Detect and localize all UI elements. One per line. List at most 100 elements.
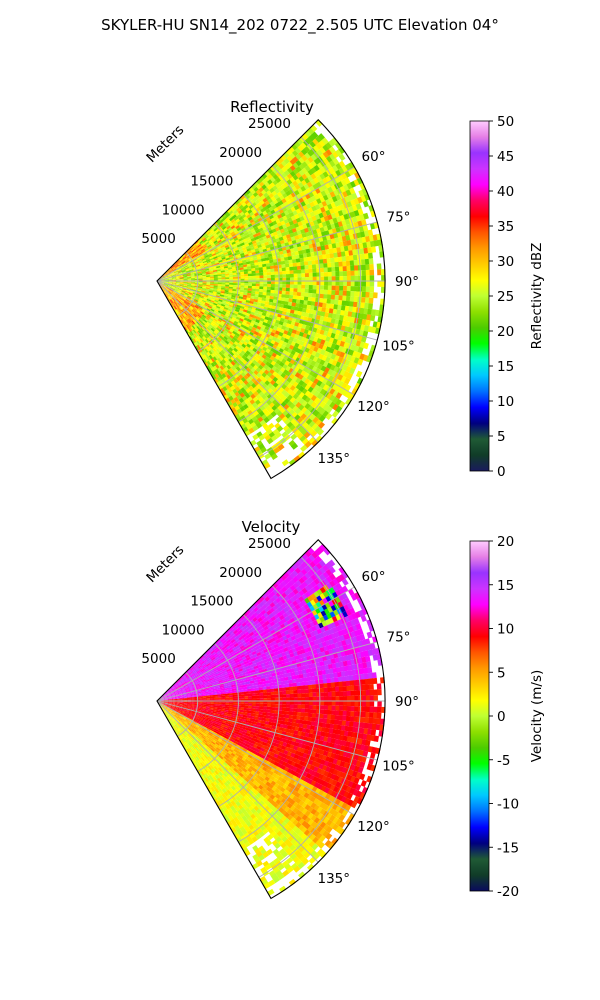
heatmap-cell xyxy=(297,269,302,274)
heatmap-cell xyxy=(218,261,224,265)
heatmap-cell xyxy=(292,168,300,175)
heatmap-cell xyxy=(201,257,207,261)
heatmap-cell xyxy=(189,245,194,250)
heatmap-cell xyxy=(284,260,290,265)
heatmap-cell xyxy=(171,277,177,279)
heatmap-cell xyxy=(291,255,297,260)
heatmap-cell xyxy=(350,275,356,281)
heatmap-cell xyxy=(352,254,358,261)
heatmap-cell xyxy=(205,271,211,274)
heatmap-cell xyxy=(255,238,261,243)
heatmap-cell xyxy=(171,266,176,270)
heatmap-cell xyxy=(198,260,204,264)
heatmap-cell xyxy=(195,253,200,258)
heatmap-cell xyxy=(269,259,274,264)
heatmap-cell xyxy=(223,249,228,254)
heatmap-cell xyxy=(209,248,215,252)
heatmap-cell xyxy=(188,266,193,269)
heatmap-cell xyxy=(285,263,290,268)
heatmap-cell xyxy=(209,275,215,277)
heatmap-cell xyxy=(266,266,271,270)
heatmap-cell xyxy=(228,267,233,270)
heatmap-cell xyxy=(194,272,199,275)
heatmap-cell xyxy=(338,261,344,267)
heatmap-cell xyxy=(236,272,241,275)
heatmap-cell xyxy=(160,279,166,281)
heatmap-cell xyxy=(198,259,203,263)
heatmap-cell xyxy=(307,162,315,170)
heatmap-cell xyxy=(203,253,209,257)
heatmap-cell xyxy=(228,254,234,258)
heatmap-cell xyxy=(172,278,177,280)
heatmap-cell xyxy=(332,164,339,172)
heatmap-cell xyxy=(202,232,208,237)
heatmap-cell xyxy=(319,259,324,264)
heatmap-cell xyxy=(265,263,271,267)
heatmap-cell xyxy=(312,276,318,281)
heatmap-cell xyxy=(197,270,203,273)
heatmap-cell xyxy=(160,277,165,280)
heatmap-cell xyxy=(361,264,367,271)
heatmap-cell xyxy=(286,281,291,285)
heatmap-cell xyxy=(331,137,339,145)
heatmap-cell xyxy=(232,255,238,259)
heatmap-cell xyxy=(183,275,188,277)
heatmap-cell xyxy=(267,281,272,284)
heatmap-cell xyxy=(202,274,207,277)
colorbar-tick-label: 10 xyxy=(497,394,514,410)
heatmap-cell xyxy=(298,157,306,164)
heatmap-cell xyxy=(250,265,256,269)
heatmap-cell xyxy=(331,271,337,277)
heatmap-cell xyxy=(335,271,340,277)
heatmap-cell xyxy=(188,267,194,270)
heatmap-cell xyxy=(295,258,301,263)
heatmap-cell xyxy=(369,281,375,287)
heatmap-cell xyxy=(168,268,173,272)
heatmap-cell xyxy=(190,260,195,264)
heatmap-cell xyxy=(185,259,190,263)
heatmap-cell xyxy=(229,277,234,280)
heatmap-cell xyxy=(169,269,174,273)
heatmap-cell xyxy=(199,261,204,265)
heatmap-cell xyxy=(322,144,330,152)
heatmap-cell xyxy=(283,253,289,258)
heatmap-cell xyxy=(183,278,188,280)
heatmap-cell xyxy=(184,251,189,256)
heatmap-cell xyxy=(319,146,327,154)
heatmap-cell xyxy=(228,273,234,276)
heatmap-cell xyxy=(331,281,337,286)
heatmap-cell xyxy=(224,271,230,274)
heatmap-cell xyxy=(197,258,203,262)
heatmap-cell xyxy=(181,260,186,264)
heatmap-cell xyxy=(166,272,171,275)
heatmap-cell xyxy=(166,271,170,275)
heatmap-cell xyxy=(236,243,242,248)
heatmap-cell xyxy=(160,278,165,280)
heatmap-cell xyxy=(225,273,230,276)
heatmap-cell xyxy=(244,278,249,281)
heatmap-cell xyxy=(194,273,199,276)
heatmap-cell xyxy=(255,275,261,279)
heatmap-cell xyxy=(193,245,198,249)
heatmap-cell xyxy=(187,276,192,278)
heatmap-cell xyxy=(171,276,177,278)
heatmap-cell xyxy=(316,162,324,170)
heatmap-cell xyxy=(282,281,287,285)
heatmap-cell xyxy=(271,277,276,281)
heatmap-cell xyxy=(206,250,211,254)
heatmap-cell xyxy=(344,177,351,185)
heatmap-cell xyxy=(201,269,206,272)
heatmap-cell xyxy=(220,254,226,259)
heatmap-cell xyxy=(187,256,192,260)
heatmap-cell xyxy=(213,256,218,260)
heatmap-cell xyxy=(258,267,264,271)
heatmap-cell xyxy=(200,264,205,267)
heatmap-cell xyxy=(304,152,311,159)
heatmap-cell xyxy=(185,267,190,271)
heatmap-cell xyxy=(244,243,250,247)
heatmap-cell xyxy=(246,247,252,252)
heatmap-cell xyxy=(216,265,221,269)
heatmap-cell xyxy=(295,254,301,259)
heatmap-cell xyxy=(250,262,256,267)
